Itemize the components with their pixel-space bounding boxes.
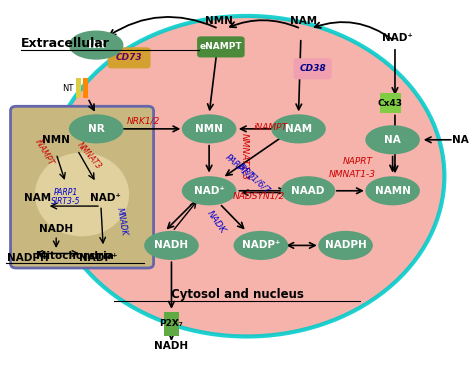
Text: NT: NT	[62, 84, 73, 92]
Text: PARP1/2: PARP1/2	[224, 152, 255, 182]
Text: MNADK: MNADK	[115, 207, 129, 237]
Text: NA: NA	[384, 135, 401, 145]
Text: NR: NR	[88, 40, 105, 50]
Text: NR: NR	[88, 124, 105, 134]
Ellipse shape	[69, 30, 123, 60]
Ellipse shape	[318, 231, 373, 260]
Text: NADPH: NADPH	[325, 240, 366, 250]
Text: NMN: NMN	[195, 124, 223, 134]
Text: NAD⁺: NAD⁺	[194, 186, 225, 196]
Bar	[83, 78, 88, 98]
Text: NMN: NMN	[205, 17, 232, 26]
Bar	[164, 312, 179, 335]
Ellipse shape	[144, 231, 199, 260]
Ellipse shape	[35, 153, 129, 236]
Text: Mitochondria: Mitochondria	[36, 251, 114, 261]
Ellipse shape	[281, 176, 335, 206]
FancyBboxPatch shape	[10, 106, 154, 268]
Text: NAM: NAM	[285, 124, 312, 134]
FancyBboxPatch shape	[197, 36, 245, 58]
Text: Cytosol and nucleus: Cytosol and nucleus	[171, 288, 304, 301]
Text: SIRT3-5: SIRT3-5	[51, 197, 80, 206]
Text: NADP⁺: NADP⁺	[242, 240, 280, 250]
Text: NAM: NAM	[290, 17, 317, 26]
Text: NADK: NADK	[205, 209, 227, 235]
Ellipse shape	[365, 125, 420, 155]
Text: PARP1: PARP1	[54, 188, 78, 197]
Bar	[76, 78, 81, 98]
FancyBboxPatch shape	[293, 58, 332, 79]
Text: CD38: CD38	[299, 64, 326, 73]
Text: NAD⁺: NAD⁺	[90, 193, 121, 203]
Text: CD73: CD73	[116, 53, 142, 62]
Text: NMN: NMN	[42, 135, 70, 145]
Bar	[380, 93, 401, 113]
Text: NADSYN1/2: NADSYN1/2	[232, 192, 284, 201]
Ellipse shape	[271, 114, 326, 143]
Text: Cx43: Cx43	[378, 99, 403, 108]
Text: NADH: NADH	[155, 240, 189, 250]
Ellipse shape	[49, 16, 445, 337]
Text: Extracellular: Extracellular	[21, 37, 110, 50]
Text: eNAMPT: eNAMPT	[200, 43, 242, 51]
Text: NAPRT: NAPRT	[342, 157, 372, 166]
Text: iNAMPT: iNAMPT	[33, 138, 55, 167]
Text: NA: NA	[453, 135, 469, 145]
Text: NAM: NAM	[24, 193, 51, 203]
Text: NADH: NADH	[39, 224, 73, 234]
Text: NAAD: NAAD	[291, 186, 325, 196]
Ellipse shape	[182, 176, 237, 206]
Text: iNAMPT: iNAMPT	[253, 123, 287, 131]
Text: NAD⁺: NAD⁺	[382, 33, 413, 43]
Text: NMNAT3: NMNAT3	[75, 141, 103, 171]
FancyBboxPatch shape	[108, 47, 151, 68]
Text: NRK1/2: NRK1/2	[127, 116, 160, 126]
Ellipse shape	[69, 114, 123, 143]
Ellipse shape	[182, 114, 237, 143]
Text: P2X₇: P2X₇	[160, 319, 183, 328]
Text: NADH: NADH	[155, 341, 189, 350]
Text: SIRT1/6/7: SIRT1/6/7	[236, 161, 272, 195]
Ellipse shape	[234, 231, 288, 260]
Text: NMNAT1-3: NMNAT1-3	[240, 133, 249, 180]
Text: NMNAT1-3: NMNAT1-3	[329, 170, 376, 179]
Ellipse shape	[365, 176, 420, 206]
Text: NADPH: NADPH	[7, 253, 49, 263]
Text: NAMN: NAMN	[374, 186, 410, 196]
Text: NADP⁺: NADP⁺	[79, 253, 118, 263]
